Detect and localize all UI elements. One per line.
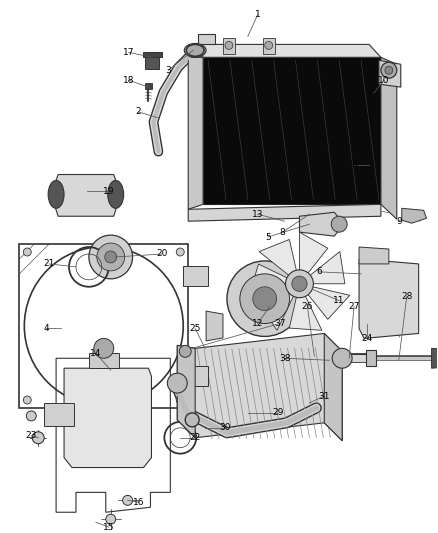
Circle shape [23, 248, 31, 256]
Polygon shape [381, 58, 397, 219]
Polygon shape [203, 58, 381, 204]
Polygon shape [308, 287, 350, 319]
Text: 24: 24 [361, 334, 373, 343]
Text: 14: 14 [90, 349, 102, 358]
Circle shape [176, 396, 184, 404]
Text: 19: 19 [103, 187, 114, 196]
Text: 13: 13 [252, 210, 264, 219]
Text: 25: 25 [190, 324, 201, 333]
Text: 30: 30 [219, 423, 231, 432]
Polygon shape [188, 58, 203, 209]
Polygon shape [44, 403, 74, 426]
Text: 28: 28 [401, 292, 413, 301]
Polygon shape [177, 334, 342, 441]
Text: 17: 17 [123, 48, 134, 57]
Circle shape [265, 42, 272, 50]
Polygon shape [223, 38, 235, 54]
Text: 5: 5 [265, 232, 271, 241]
Polygon shape [311, 252, 345, 284]
Polygon shape [64, 368, 152, 467]
Text: 10: 10 [378, 76, 390, 85]
Circle shape [26, 411, 36, 421]
Polygon shape [300, 212, 344, 236]
Circle shape [331, 216, 347, 232]
Polygon shape [206, 311, 223, 341]
Polygon shape [145, 52, 159, 69]
Polygon shape [258, 290, 293, 330]
Circle shape [381, 62, 397, 78]
Text: 4: 4 [43, 324, 49, 333]
Ellipse shape [108, 181, 124, 208]
Text: 12: 12 [252, 319, 263, 328]
Polygon shape [263, 38, 275, 54]
Text: 29: 29 [272, 408, 283, 417]
Text: 16: 16 [133, 498, 144, 507]
Circle shape [23, 396, 31, 404]
Circle shape [176, 248, 184, 256]
Polygon shape [359, 259, 419, 338]
Circle shape [179, 345, 191, 357]
Polygon shape [402, 208, 427, 223]
Circle shape [185, 413, 199, 427]
Text: 18: 18 [123, 76, 134, 85]
Polygon shape [290, 296, 322, 330]
Text: 37: 37 [274, 319, 285, 328]
Circle shape [332, 349, 352, 368]
Circle shape [94, 338, 114, 358]
Polygon shape [249, 264, 287, 295]
Text: 2: 2 [136, 108, 141, 116]
Polygon shape [193, 44, 381, 58]
Circle shape [106, 514, 116, 524]
Text: 26: 26 [302, 302, 313, 311]
Polygon shape [51, 174, 120, 216]
Circle shape [292, 276, 307, 292]
Polygon shape [198, 35, 215, 44]
Circle shape [286, 270, 313, 298]
Text: 15: 15 [103, 523, 114, 531]
Polygon shape [89, 353, 119, 368]
Circle shape [385, 66, 393, 74]
Text: 21: 21 [43, 260, 55, 269]
Polygon shape [177, 345, 195, 438]
Polygon shape [145, 83, 152, 89]
Circle shape [253, 287, 277, 311]
Ellipse shape [184, 43, 206, 58]
Text: 1: 1 [255, 10, 261, 19]
Polygon shape [183, 366, 208, 386]
Ellipse shape [48, 181, 64, 208]
Text: 6: 6 [316, 268, 322, 277]
Circle shape [240, 274, 290, 324]
Text: 22: 22 [190, 433, 201, 442]
Polygon shape [259, 239, 297, 275]
Text: 3: 3 [166, 66, 171, 75]
Circle shape [97, 243, 125, 271]
Circle shape [32, 432, 44, 443]
Polygon shape [431, 349, 438, 368]
Circle shape [123, 495, 133, 505]
Circle shape [89, 235, 133, 279]
Ellipse shape [186, 44, 204, 56]
Text: 8: 8 [351, 160, 357, 169]
Polygon shape [366, 350, 376, 366]
Polygon shape [324, 334, 342, 441]
Circle shape [227, 261, 302, 336]
Text: 38: 38 [279, 354, 290, 363]
Text: 31: 31 [318, 392, 330, 400]
Text: 23: 23 [25, 431, 37, 440]
Text: 9: 9 [396, 217, 402, 225]
Polygon shape [359, 247, 389, 264]
Text: 20: 20 [157, 249, 168, 259]
Polygon shape [183, 266, 208, 286]
Circle shape [105, 251, 117, 263]
Polygon shape [379, 60, 401, 87]
Polygon shape [300, 232, 328, 273]
Polygon shape [142, 52, 162, 58]
Circle shape [225, 42, 233, 50]
Polygon shape [188, 204, 381, 221]
Circle shape [167, 373, 187, 393]
Text: 27: 27 [348, 302, 360, 311]
Text: 8: 8 [280, 228, 286, 237]
Text: 11: 11 [333, 296, 345, 305]
